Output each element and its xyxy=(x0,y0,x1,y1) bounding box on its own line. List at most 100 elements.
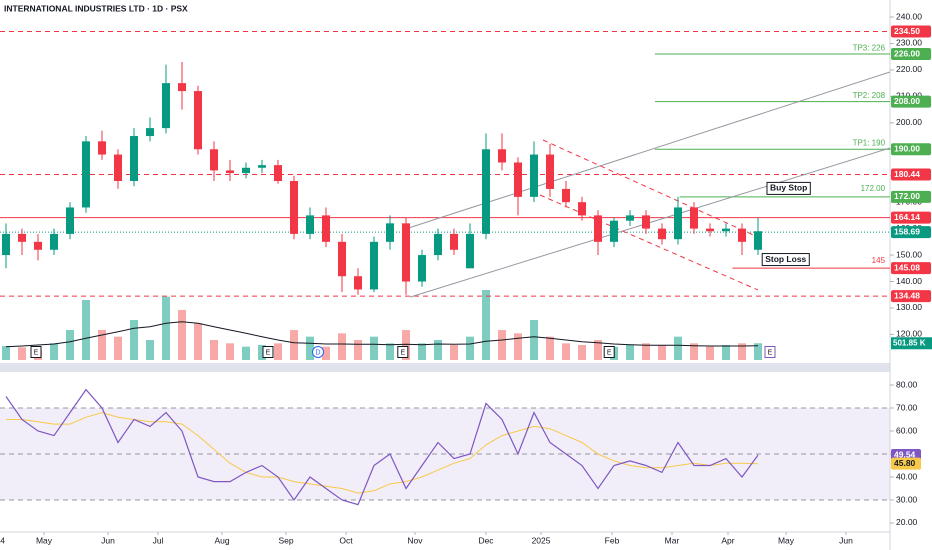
volume-bar xyxy=(530,320,538,360)
rsi-ma-line xyxy=(6,412,759,494)
y-tick-label: 220.00 xyxy=(896,64,922,74)
price-tag-label: 172.00 xyxy=(894,191,920,201)
candle-body xyxy=(450,233,458,250)
candle-body xyxy=(722,228,730,232)
price-tag-label: 208.00 xyxy=(894,96,920,106)
x-tick-label: Apr xyxy=(721,535,734,545)
x-tick-label: Oct xyxy=(339,535,353,545)
volume-tag xyxy=(891,337,932,350)
candle-body xyxy=(706,228,714,232)
candle-body xyxy=(290,181,298,234)
candle-body xyxy=(66,207,74,234)
price-tag xyxy=(891,48,931,61)
x-tick-label: Jun xyxy=(839,535,853,545)
candle-body xyxy=(242,167,250,174)
candle-body xyxy=(322,215,330,242)
volume-bar xyxy=(514,333,522,360)
volume-bar xyxy=(50,343,58,360)
volume-bar xyxy=(226,343,234,360)
volume-bar xyxy=(194,323,202,360)
volume-bar xyxy=(274,343,282,360)
event-label: E xyxy=(400,349,405,356)
volume-bar xyxy=(242,346,250,360)
candle-body xyxy=(338,241,346,277)
candle-body xyxy=(130,136,138,181)
candle-body xyxy=(754,231,762,250)
y-tick-label: 140.00 xyxy=(896,276,922,286)
price-tag xyxy=(891,190,931,203)
rsi-y-tick-label: 40.00 xyxy=(896,471,918,481)
candle-body xyxy=(34,241,42,250)
candle-body xyxy=(626,215,634,221)
price-tag xyxy=(891,211,931,224)
volume-bar xyxy=(674,336,682,360)
candle-body xyxy=(594,215,602,242)
volume-bar xyxy=(290,330,298,360)
annotation: 145 xyxy=(872,256,886,265)
volume-bar xyxy=(322,346,330,360)
annotation: TP3: 226 xyxy=(853,43,886,52)
candle-body xyxy=(98,141,106,155)
candle-body xyxy=(178,83,186,92)
y-tick-label: 150.00 xyxy=(896,249,922,259)
candle-body xyxy=(306,215,314,234)
label-box-text: Buy Stop xyxy=(770,183,807,193)
label-box xyxy=(761,253,810,267)
volume-bar xyxy=(594,340,602,360)
candle-body xyxy=(258,165,266,168)
x-tick-label: Dec xyxy=(478,535,494,545)
event-label: E xyxy=(768,349,773,356)
price-tag-label: 134.48 xyxy=(894,290,920,300)
candle-body xyxy=(674,207,682,240)
rsi-y-tick-label: 80.00 xyxy=(896,379,918,389)
y-tick-label: 200.00 xyxy=(896,117,922,127)
candle-body xyxy=(274,165,282,181)
candle-body xyxy=(114,154,122,181)
candle-body xyxy=(738,228,746,242)
price-tag xyxy=(891,95,931,108)
candle-body xyxy=(402,223,410,282)
y-tick-label: 210.00 xyxy=(896,91,922,101)
candle-body xyxy=(370,241,378,290)
volume-bar xyxy=(66,330,74,360)
event-marker xyxy=(764,346,776,358)
candle-body xyxy=(434,233,442,256)
candle-body xyxy=(578,202,586,216)
pane-separator xyxy=(0,363,890,372)
candle-body xyxy=(418,255,426,282)
candle-body xyxy=(386,223,394,242)
trendline xyxy=(542,139,759,238)
volume-bar xyxy=(354,340,362,360)
volume-tag-label: 501.85 K xyxy=(893,338,926,347)
candle-body xyxy=(482,149,490,234)
volume-bar xyxy=(738,343,746,360)
volume-bar xyxy=(162,296,170,360)
rsi-y-tick-label: 20.00 xyxy=(896,517,918,527)
candle-body xyxy=(50,233,58,250)
volume-bar xyxy=(2,346,10,360)
annotation: TP2: 208 xyxy=(853,91,886,100)
price-tag xyxy=(891,226,931,239)
event-label: E xyxy=(266,349,271,356)
volume-bar xyxy=(466,336,474,360)
candle-body xyxy=(514,162,522,197)
event-label: D xyxy=(315,349,320,356)
candle-body xyxy=(658,228,666,240)
price-tag xyxy=(891,168,931,181)
x-tick-label: Jun xyxy=(101,535,115,545)
label-box xyxy=(766,181,811,195)
annotation: TP1: 190 xyxy=(853,139,886,148)
y-tick-label: 240.00 xyxy=(896,11,922,21)
event-label: E xyxy=(34,349,39,356)
trendline xyxy=(539,194,759,291)
candle-body xyxy=(562,188,570,203)
volume-bar xyxy=(146,340,154,360)
rsi-tag-label: 49.54 xyxy=(894,449,916,459)
candle-body xyxy=(530,154,538,197)
volume-bar xyxy=(706,346,714,360)
price-tag-label: 190.00 xyxy=(894,144,920,154)
event-marker xyxy=(312,346,324,358)
volume-bar xyxy=(98,330,106,360)
